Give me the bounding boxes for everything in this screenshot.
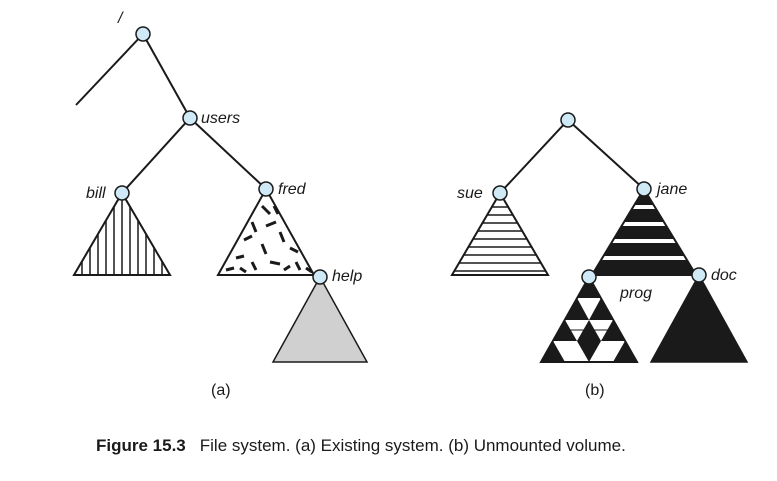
bill-node: [114, 185, 130, 201]
diagram-a-sublabel: (a): [211, 382, 231, 399]
figure-caption-text: File system. (a) Existing system. (b) Un…: [199, 436, 626, 455]
sue-subtree: [450, 191, 550, 276]
diagram-b-sublabel: (b): [585, 382, 605, 399]
fred-subtree: [216, 186, 316, 276]
diagram-b: sue jane prog doc (b): [450, 112, 749, 399]
edge-root-users: [142, 33, 191, 119]
figure-number: Figure 15.3: [96, 436, 186, 455]
doc-label: doc: [711, 267, 737, 284]
fred-label: fred: [278, 181, 307, 198]
jane-subtree: [590, 187, 698, 276]
edge-users-fred: [189, 117, 267, 190]
edge-root-offscreen: [75, 33, 144, 106]
root-node: [135, 26, 151, 42]
edge-b-root-sue: [499, 119, 569, 194]
fred-node: [258, 181, 274, 197]
b-root-node: [560, 112, 576, 128]
bill-subtree: [72, 191, 172, 276]
figure-caption: Figure 15.3 File system. (a) Existing sys…: [96, 436, 626, 456]
edge-b-root-jane: [567, 119, 645, 190]
help-node: [312, 269, 328, 285]
bill-label: bill: [86, 185, 106, 202]
sue-label: sue: [457, 185, 483, 202]
prog-node: [581, 269, 597, 285]
prog-label: prog: [619, 285, 652, 302]
users-label: users: [201, 110, 240, 127]
doc-node: [691, 267, 707, 283]
doc-subtree: [649, 273, 749, 363]
diagram-a: / users bill fred help (a): [72, 10, 369, 399]
jane-node: [636, 181, 652, 197]
file-system-figure: / users bill fred help (a): [72, 10, 749, 399]
edge-users-bill: [121, 117, 191, 194]
help-subtree: [271, 275, 369, 363]
sue-node: [492, 185, 508, 201]
users-node: [182, 110, 198, 126]
help-label: help: [332, 268, 362, 285]
root-label: /: [117, 10, 124, 27]
jane-label: jane: [655, 181, 687, 198]
